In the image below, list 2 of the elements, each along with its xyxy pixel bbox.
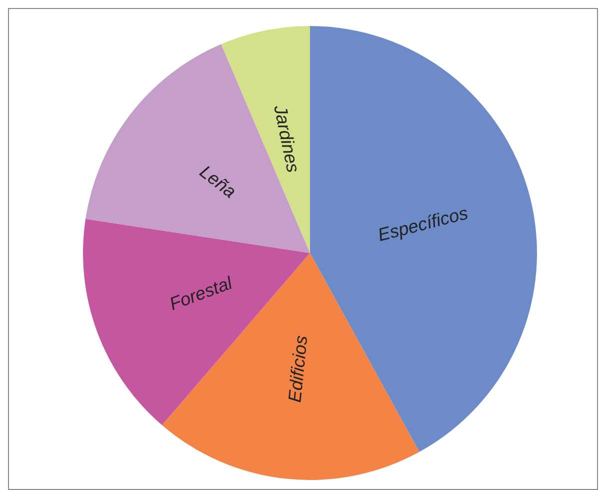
slice-label: Edificios [284,334,312,404]
slice-label: Jardines [270,102,304,174]
